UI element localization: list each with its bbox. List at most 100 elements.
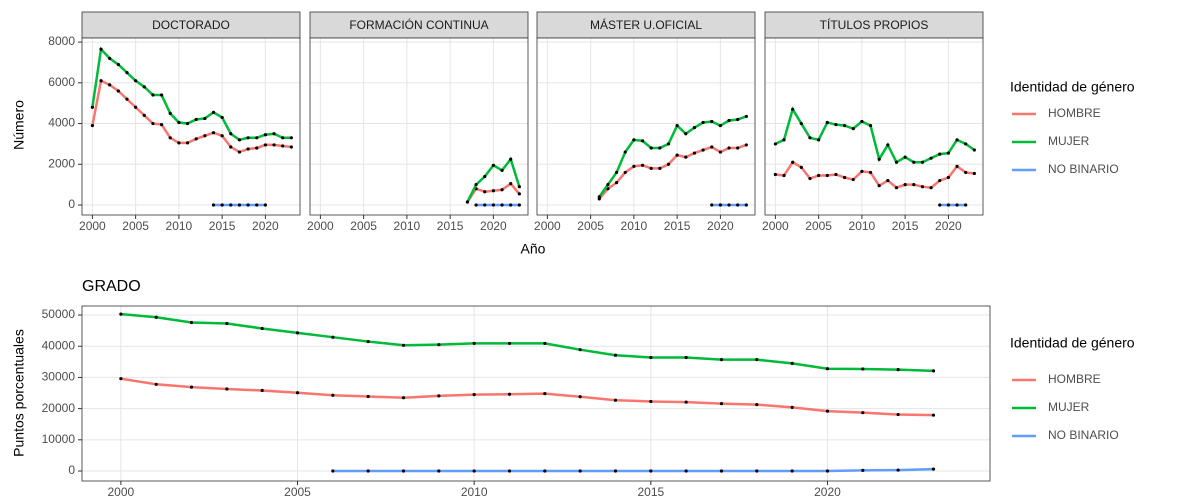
y-tick-label: 50000 <box>42 307 76 321</box>
x-tick-label: 2005 <box>284 485 311 499</box>
data-point <box>701 120 705 125</box>
data-point <box>517 203 521 207</box>
data-point <box>401 343 406 347</box>
plot-border <box>81 305 991 482</box>
data-point <box>938 178 942 183</box>
data-point <box>929 156 933 160</box>
y-tick-label: 2000 <box>48 156 75 170</box>
data-point <box>860 169 864 174</box>
data-point <box>649 469 653 473</box>
x-tick-label: 2005 <box>122 219 149 233</box>
data-point <box>929 186 933 190</box>
data-point <box>825 173 829 178</box>
x-tick-label: 2000 <box>762 219 789 233</box>
data-point <box>886 143 890 147</box>
data-point <box>142 85 146 89</box>
data-point <box>90 123 94 128</box>
data-point <box>142 113 146 117</box>
data-point <box>834 172 838 177</box>
data-point <box>877 157 881 161</box>
data-point <box>727 203 731 207</box>
data-point <box>649 355 653 360</box>
data-point <box>790 361 794 365</box>
data-point <box>237 203 242 207</box>
y-tick-label: 4000 <box>48 116 75 130</box>
data-point <box>744 143 748 147</box>
data-point <box>500 168 504 172</box>
plot-border <box>536 37 756 216</box>
data-point <box>623 150 627 154</box>
data-point <box>237 150 242 154</box>
data-point <box>912 183 916 187</box>
data-point <box>920 160 925 164</box>
data-point <box>255 203 259 207</box>
data-point <box>718 123 722 128</box>
data-point <box>189 385 194 389</box>
series-line <box>120 377 934 417</box>
data-point <box>246 147 250 151</box>
data-point <box>472 341 476 346</box>
data-point <box>972 171 976 176</box>
x-tick-label: 2005 <box>350 219 377 233</box>
facet-strip <box>81 11 301 39</box>
data-point <box>119 377 123 381</box>
data-point <box>808 136 812 140</box>
legend-label: HOMBRE <box>1048 106 1101 120</box>
data-point <box>159 93 164 97</box>
x-tick-label: 2010 <box>394 219 421 233</box>
data-point <box>281 136 285 140</box>
data-point <box>946 175 950 180</box>
data-point <box>578 469 582 473</box>
data-point <box>597 195 601 199</box>
data-point <box>366 394 370 399</box>
data-point <box>116 89 120 93</box>
data-point <box>203 134 207 138</box>
data-point <box>500 203 504 207</box>
data-point <box>825 469 830 473</box>
data-point <box>229 132 233 136</box>
data-point <box>955 138 959 142</box>
data-point <box>437 469 441 473</box>
data-point <box>649 166 653 170</box>
x-tick-label: 2000 <box>108 485 135 499</box>
data-point <box>791 160 795 164</box>
data-point <box>727 118 731 123</box>
data-point <box>211 203 216 207</box>
data-point <box>684 469 688 473</box>
data-point <box>955 203 959 207</box>
data-point <box>613 469 618 473</box>
data-point <box>237 138 242 142</box>
data-point <box>894 186 899 190</box>
data-point <box>246 136 250 140</box>
data-point <box>649 399 653 404</box>
x-tick-label: 2010 <box>461 485 488 499</box>
data-point <box>842 175 847 180</box>
data-point <box>790 469 794 473</box>
data-point <box>842 123 847 128</box>
x-tick-label: 2005 <box>805 219 832 233</box>
data-point <box>736 203 740 207</box>
y-tick-label: 6000 <box>48 75 75 89</box>
data-point <box>938 152 942 156</box>
data-point <box>755 402 759 407</box>
data-point <box>509 157 513 161</box>
data-point <box>920 185 925 189</box>
data-point <box>472 392 476 397</box>
data-point <box>189 320 194 325</box>
plot-background <box>310 38 528 215</box>
data-point <box>260 326 264 331</box>
facet-strip <box>536 11 756 39</box>
data-point <box>474 203 478 207</box>
data-point <box>263 133 267 137</box>
data-point <box>517 185 521 189</box>
data-point <box>263 203 267 207</box>
y-axis-label: Número <box>11 100 27 150</box>
data-point <box>281 144 285 148</box>
x-tick-label: 2020 <box>935 219 962 233</box>
data-point <box>220 134 224 138</box>
data-point <box>159 122 164 127</box>
data-point <box>773 172 777 177</box>
data-point <box>710 145 714 149</box>
data-point <box>116 62 120 67</box>
data-point <box>912 160 916 164</box>
